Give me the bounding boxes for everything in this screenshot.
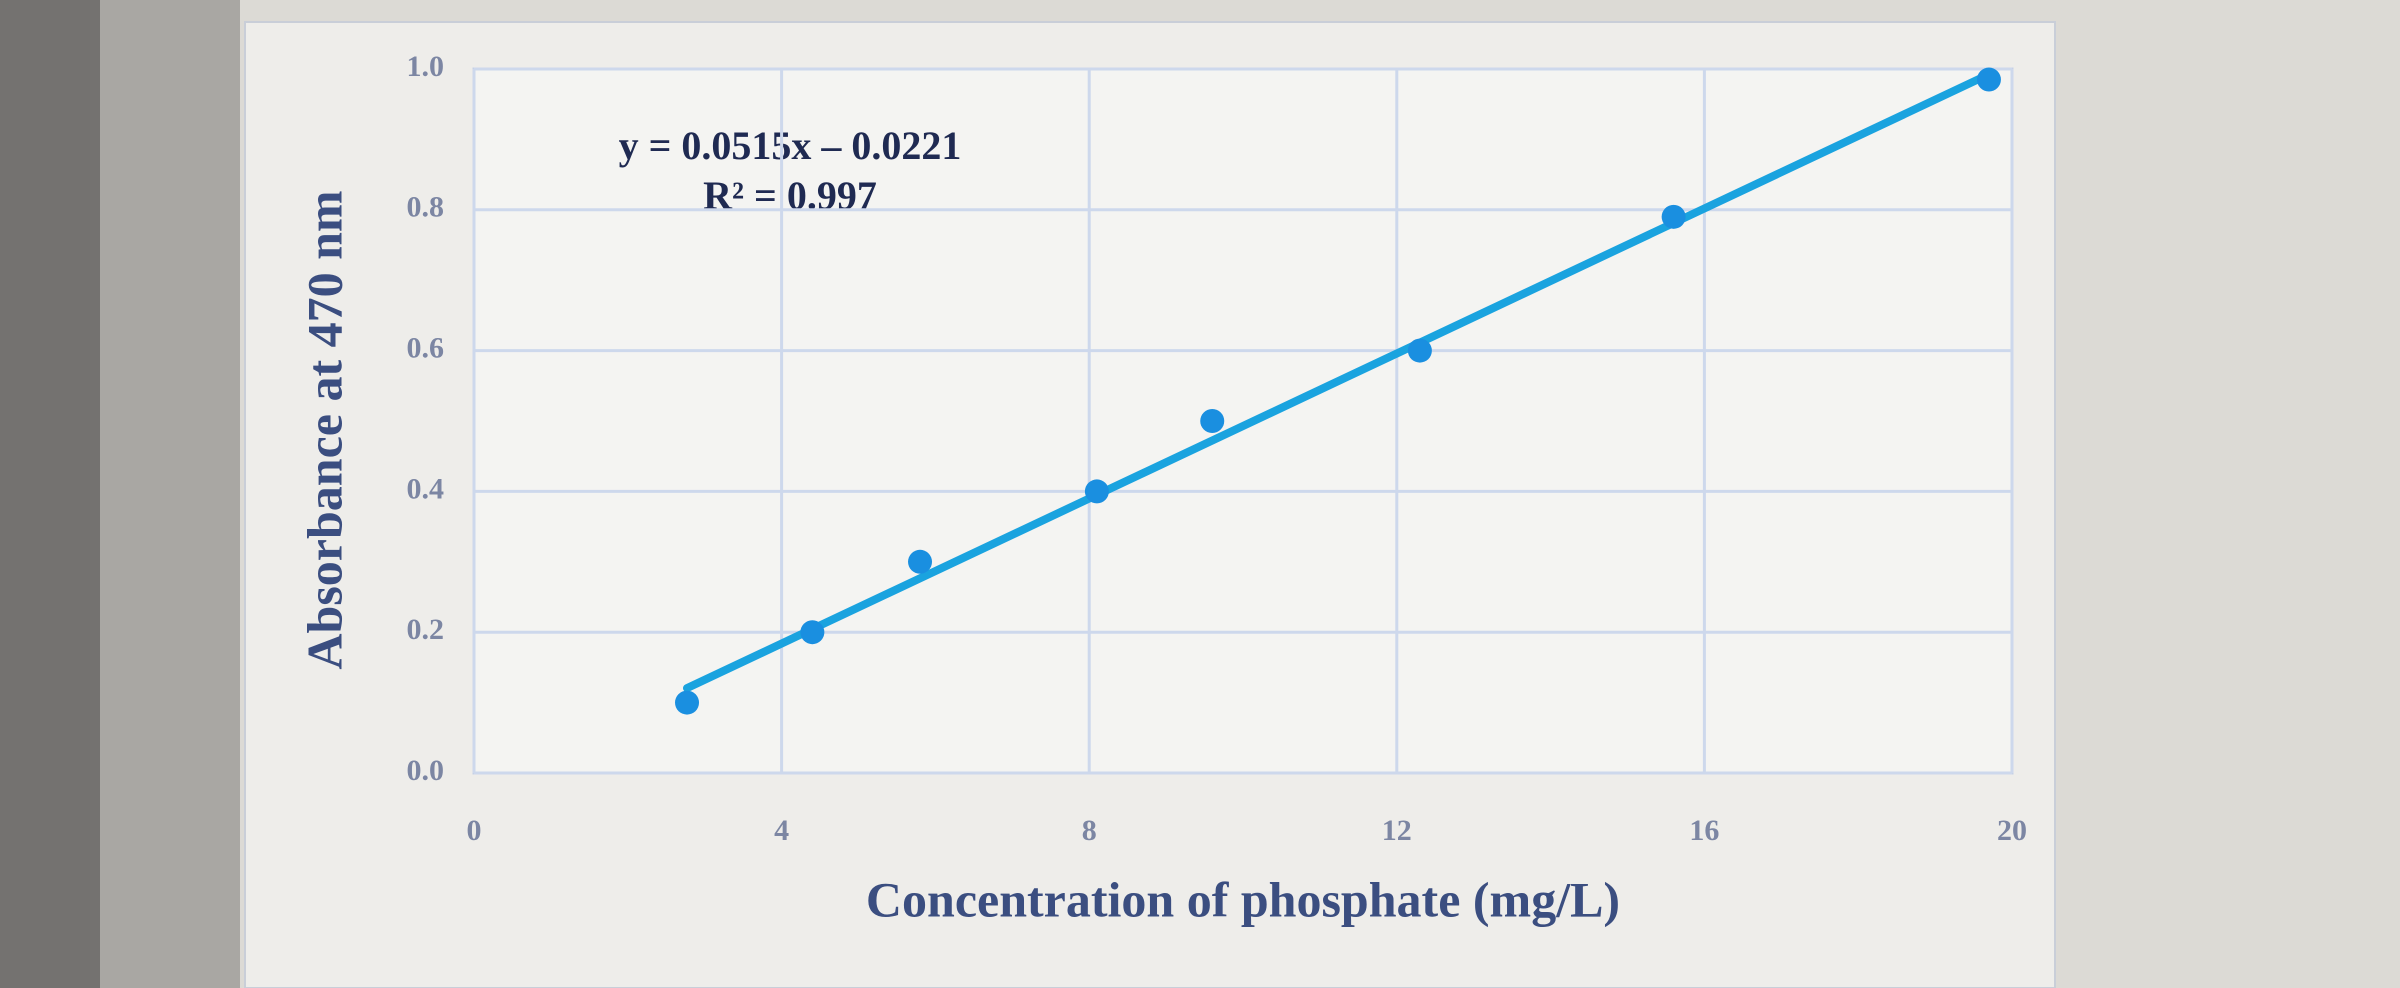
y-tick-label: 0.6 (407, 331, 445, 364)
data-point (1200, 409, 1225, 433)
x-tick-label: 8 (1082, 814, 1097, 847)
data-point (800, 620, 825, 645)
x-tick-label: 16 (1689, 814, 1719, 847)
y-tick-label: 0.0 (407, 754, 445, 787)
data-point (675, 690, 700, 715)
x-tick-label: 12 (1382, 814, 1412, 847)
y-tick-label: 1.0 (407, 50, 445, 83)
data-point (1661, 204, 1686, 229)
r-squared: R² = 0.997 (703, 173, 877, 218)
data-point (908, 549, 933, 574)
data-point (1407, 338, 1432, 363)
x-tick-label: 20 (1997, 814, 2027, 847)
equation: y = 0.0515x – 0.0221 (619, 123, 962, 168)
y-axis-title: Absorbance at 470 nm (296, 190, 352, 669)
trendline (683, 70, 1993, 693)
x-axis-title: Concentration of phosphate (mg/L) (866, 871, 1620, 927)
y-tick-label: 0.4 (407, 472, 445, 505)
screen-bezel (100, 0, 240, 988)
x-tick-label: 4 (774, 814, 789, 847)
y-tick-label: 0.8 (407, 191, 445, 224)
x-tick-label: 0 (467, 814, 482, 847)
data-point (1976, 67, 2001, 92)
y-tick-label: 0.2 (407, 613, 445, 646)
data-point (1084, 479, 1109, 504)
